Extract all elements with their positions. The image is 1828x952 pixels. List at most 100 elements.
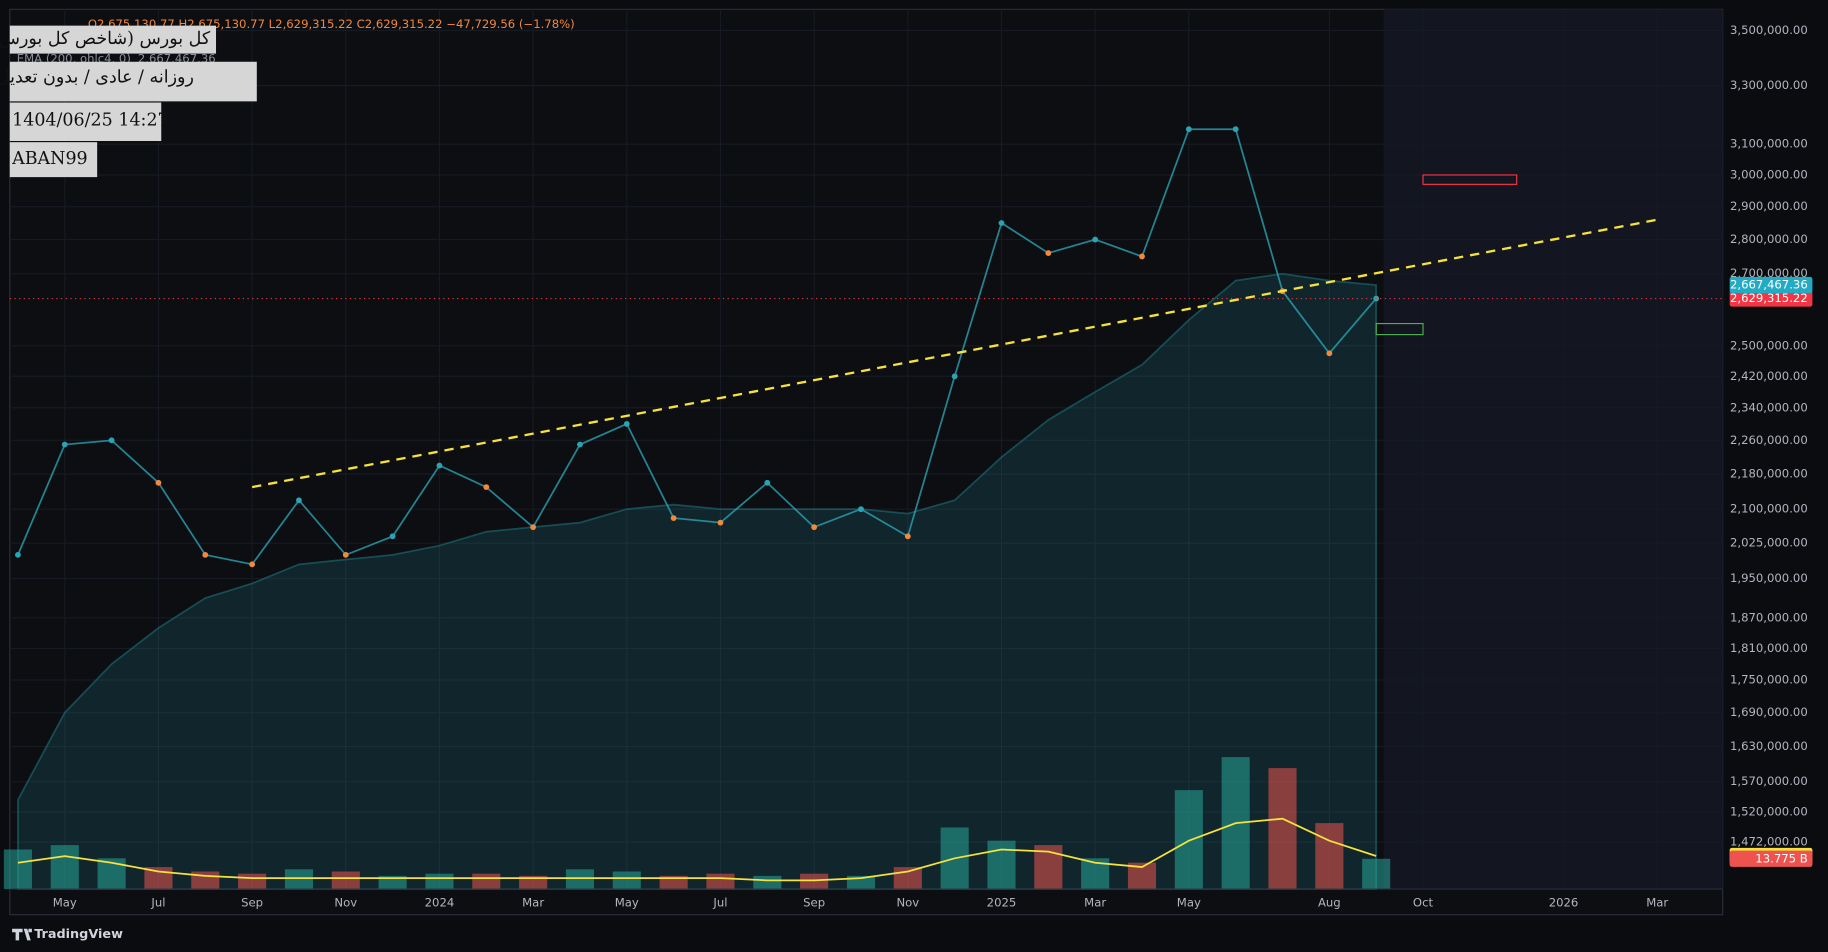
volume-bar bbox=[612, 871, 641, 890]
volume-bar bbox=[472, 873, 501, 890]
ema-area bbox=[17, 272, 1378, 890]
y-tick-label: 2,340,000.00 bbox=[1730, 400, 1808, 414]
title-box bbox=[9, 25, 217, 54]
y-tick-label: 2,900,000.00 bbox=[1730, 199, 1808, 213]
volume-bar bbox=[1174, 790, 1203, 890]
x-tick-label: Sep bbox=[241, 896, 263, 910]
y-tick-label: 2,025,000.00 bbox=[1730, 536, 1808, 550]
volume-bar bbox=[753, 875, 782, 890]
x-tick-label: Nov bbox=[896, 896, 919, 910]
y-tick-label: 1,570,000.00 bbox=[1730, 774, 1808, 788]
x-tick-label: Mar bbox=[1084, 896, 1106, 910]
y-tick-label: 2,100,000.00 bbox=[1730, 502, 1808, 516]
timestamp-box bbox=[9, 102, 162, 141]
price-point bbox=[108, 437, 115, 444]
price-point bbox=[155, 479, 162, 486]
volume-bar bbox=[659, 875, 688, 890]
title: کل بورس (شاخص کل بورس) bbox=[0, 29, 211, 49]
timestamp: 1404/06/25 14:27 bbox=[12, 111, 169, 131]
x-tick-label: 2026 bbox=[1549, 896, 1579, 910]
last-value-label: 2,667,467.36 bbox=[1730, 278, 1808, 292]
x-tick-label: May bbox=[1177, 896, 1201, 910]
price-point bbox=[811, 524, 818, 531]
y-tick-label: 2,700,000.00 bbox=[1730, 266, 1808, 280]
volume-bar bbox=[987, 840, 1016, 890]
x-tick-label: Mar bbox=[522, 896, 544, 910]
zone-box bbox=[1422, 174, 1518, 185]
volume-bar bbox=[519, 875, 548, 890]
volume-ma-line bbox=[17, 817, 1377, 882]
price-point bbox=[1326, 350, 1333, 357]
x-tick-label: Mar bbox=[1646, 896, 1668, 910]
subtitle: روزانه / عادی / بدون تعدیل bbox=[0, 68, 194, 88]
last-value-label: 13.775 B bbox=[1755, 851, 1807, 865]
price-point bbox=[577, 441, 583, 448]
y-tick-label: 2,800,000.00 bbox=[1730, 232, 1808, 246]
x-tick-label: May bbox=[53, 896, 77, 910]
y-tick-label: 2,500,000.00 bbox=[1730, 338, 1808, 352]
brand-logo bbox=[12, 928, 32, 941]
y-tick-label: 1,750,000.00 bbox=[1730, 672, 1808, 686]
x-tick-label: 2025 bbox=[987, 896, 1017, 910]
price-point bbox=[623, 420, 630, 427]
x-tick-label: Aug bbox=[1318, 896, 1341, 910]
last-value-label: 2,629,315.22 bbox=[1730, 291, 1808, 305]
volume-bar bbox=[893, 867, 922, 890]
trendline bbox=[251, 218, 1658, 489]
price-point bbox=[202, 551, 209, 558]
y-tick-label: 2,180,000.00 bbox=[1730, 467, 1808, 481]
price-point bbox=[1139, 253, 1145, 260]
symbol: ABAN99 bbox=[11, 149, 88, 169]
price-point bbox=[1232, 126, 1239, 133]
price-point bbox=[951, 373, 958, 380]
volume-bar bbox=[706, 873, 735, 890]
last-value-tag bbox=[1729, 290, 1813, 307]
price-point bbox=[670, 515, 677, 522]
y-tick-label: 1,870,000.00 bbox=[1730, 610, 1808, 624]
volume-bar bbox=[565, 869, 595, 890]
volume-bar bbox=[425, 873, 454, 890]
price-point bbox=[1045, 250, 1052, 256]
volume-bar bbox=[50, 845, 79, 890]
y-tick-label: 1,690,000.00 bbox=[1730, 705, 1808, 719]
price-point bbox=[858, 506, 864, 513]
y-tick-label: 2,260,000.00 bbox=[1730, 433, 1808, 447]
price-point bbox=[342, 551, 349, 558]
volume-bar bbox=[1268, 768, 1297, 890]
future-area bbox=[1383, 9, 1723, 890]
volume-bar bbox=[238, 873, 267, 890]
price-point bbox=[1185, 126, 1192, 133]
volume-bar bbox=[378, 875, 407, 890]
x-tick-label: Jul bbox=[712, 896, 727, 910]
indicator-value: 2,667,467.36 bbox=[138, 51, 216, 65]
y-tick-label: 1,472,000.00 bbox=[1730, 835, 1808, 849]
symbol-box bbox=[9, 142, 98, 178]
volume-bar bbox=[800, 873, 829, 890]
last-value-tag bbox=[1729, 276, 1813, 294]
y-tick-label: 2,420,000.00 bbox=[1730, 369, 1808, 383]
subtitle-box bbox=[9, 61, 257, 102]
brand: TradingView bbox=[34, 927, 123, 942]
price-point bbox=[717, 519, 724, 526]
x-tick-label: Sep bbox=[803, 896, 825, 910]
x-tick-label: Jul bbox=[150, 896, 165, 910]
y-tick-label: 3,300,000.00 bbox=[1730, 78, 1808, 92]
y-tick-label: 1,520,000.00 bbox=[1730, 805, 1808, 819]
indicator-name: EMA (200, ohlc4, 0) bbox=[17, 51, 131, 65]
price-point bbox=[998, 220, 1005, 226]
indicator-label: EMA (200, ohlc4, 0) 2,667,467.36 bbox=[17, 51, 216, 65]
price-point bbox=[530, 524, 537, 531]
last-value-tag bbox=[1729, 850, 1813, 867]
price-point bbox=[436, 462, 443, 469]
price-point bbox=[15, 551, 21, 558]
y-tick-label: 3,500,000.00 bbox=[1730, 23, 1808, 37]
volume-bar bbox=[1315, 823, 1344, 890]
volume-bar bbox=[284, 869, 313, 890]
price-point bbox=[904, 533, 911, 540]
volume-bar bbox=[3, 849, 32, 890]
price-point bbox=[483, 484, 490, 491]
y-tick-label: 1,810,000.00 bbox=[1730, 641, 1808, 655]
y-tick-label: 1,630,000.00 bbox=[1730, 739, 1808, 753]
price-line bbox=[17, 128, 1377, 566]
